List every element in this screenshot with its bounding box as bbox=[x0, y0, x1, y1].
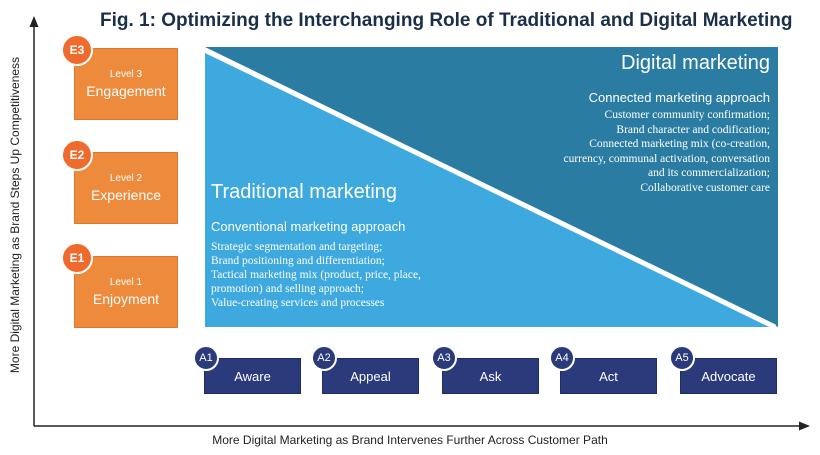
traditional-item: Strategic segmentation and targeting; bbox=[211, 241, 383, 253]
stage-badge: A4 bbox=[549, 345, 575, 371]
level-badge: E2 bbox=[61, 139, 93, 171]
stage-box-ask: Ask bbox=[442, 358, 539, 394]
level-box-enjoyment: Level 1 Enjoyment bbox=[74, 256, 178, 328]
digital-item: Connected marketing mix (co-creation, bbox=[589, 138, 770, 150]
digital-item: currency, communal activation, conversat… bbox=[563, 152, 771, 165]
digital-marketing-title: Digital marketing bbox=[621, 52, 770, 74]
y-axis-arrow bbox=[29, 16, 39, 27]
traditional-item: Value-creating services and processes bbox=[211, 297, 385, 309]
stage-badge: A2 bbox=[311, 345, 337, 371]
traditional-item: Brand positioning and differentiation; bbox=[211, 255, 385, 267]
traditional-marketing-list: Strategic segmentation and targeting; Br… bbox=[211, 240, 501, 310]
level-number: Level 1 bbox=[109, 277, 143, 288]
level-box-engagement: Level 3 Engagement bbox=[74, 48, 178, 120]
traditional-marketing-title: Traditional marketing bbox=[211, 181, 398, 203]
level-badge: E3 bbox=[61, 34, 93, 66]
level-name: Engagement bbox=[86, 83, 166, 99]
stage-badge: A3 bbox=[431, 345, 457, 371]
level-name: Experience bbox=[90, 187, 162, 203]
figure-title: Fig. 1: Optimizing the Interchanging Rol… bbox=[100, 10, 793, 31]
stage-badge: A5 bbox=[669, 345, 695, 371]
level-badge: E1 bbox=[61, 242, 93, 274]
divider-line bbox=[203, 47, 777, 330]
traditional-item: Tactical marketing mix (product, price, … bbox=[211, 269, 421, 281]
traditional-item: promotion) and selling approach; bbox=[211, 283, 364, 295]
stage-box-aware: Aware bbox=[204, 358, 301, 394]
stage-box-appeal: Appeal bbox=[322, 358, 419, 394]
digital-item: Brand character and codification; bbox=[616, 123, 770, 136]
traditional-marketing-subtitle: Conventional marketing approach bbox=[211, 219, 406, 234]
x-axis-arrow bbox=[799, 421, 810, 431]
x-axis-label: More Digital Marketing as Brand Interven… bbox=[212, 433, 608, 447]
stage-box-advocate: Advocate bbox=[680, 358, 777, 394]
digital-item: Collaborative customer care bbox=[640, 181, 770, 194]
level-number: Level 2 bbox=[109, 173, 143, 184]
digital-marketing-subtitle: Connected marketing approach bbox=[588, 90, 770, 105]
digital-marketing-list: Customer community confirmation; Brand c… bbox=[450, 108, 771, 195]
stage-box-act: Act bbox=[560, 358, 657, 394]
stage-badge: A1 bbox=[193, 345, 219, 371]
digital-item: Customer community confirmation; bbox=[604, 109, 770, 121]
level-name: Enjoyment bbox=[92, 291, 160, 307]
level-box-experience: Level 2 Experience bbox=[74, 152, 178, 224]
digital-item: and its commercialization; bbox=[648, 167, 770, 179]
level-number: Level 3 bbox=[109, 69, 143, 80]
